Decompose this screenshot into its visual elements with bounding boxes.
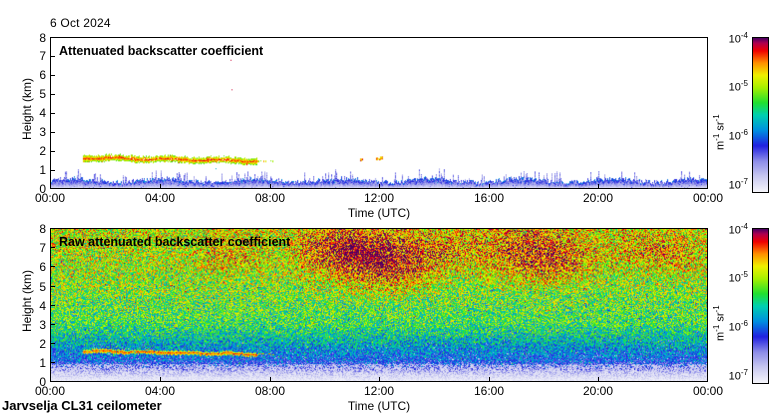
panel1-xtick-1200: 12:00 xyxy=(363,191,395,205)
panel1-colorbar-unit: m-1 sr-1 xyxy=(712,114,727,150)
panel1-title: Attenuated backscatter coefficient xyxy=(59,44,264,58)
panel1-ytick-0: 0 xyxy=(39,182,46,196)
panel2-xtick-0400: 04:00 xyxy=(144,384,176,398)
panel2-xtick-1200: 12:00 xyxy=(363,384,395,398)
panel2-ytick-4: 4 xyxy=(39,299,46,313)
station-label: Jarvselja CL31 ceilometer xyxy=(2,398,162,413)
panel1-xtick-0000a: 00:00 xyxy=(34,191,66,205)
panel1-ytick-7: 7 xyxy=(39,49,46,63)
panel2-colorbar xyxy=(752,228,769,384)
panel2-ytick-2: 2 xyxy=(39,337,46,351)
panel-attenuated-backscatter: Attenuated backscatter coefficient xyxy=(50,37,708,189)
panel2-cbtick-3: 10-7 xyxy=(728,368,748,383)
date-label: 6 Oct 2024 xyxy=(50,16,111,30)
panel2-ytick-8: 8 xyxy=(39,222,46,236)
panel1-cbtick-3: 10-7 xyxy=(728,177,748,192)
panel1-xtick-2000: 20:00 xyxy=(582,191,614,205)
panel1-colorbar xyxy=(752,37,769,193)
panel2-xtick-2000: 20:00 xyxy=(582,384,614,398)
panel2-ytick-0: 0 xyxy=(39,375,46,389)
panel2-cbtick-2: 10-6 xyxy=(728,319,748,334)
panel1-xtick-0000b: 00:00 xyxy=(692,191,724,205)
panel1-ytick-8: 8 xyxy=(39,31,46,45)
panel1-xtick-0400: 04:00 xyxy=(144,191,176,205)
panel2-xtick-1600: 16:00 xyxy=(473,384,505,398)
panel2-xtick-0800: 08:00 xyxy=(254,384,286,398)
panel1-cbtick-0: 10-4 xyxy=(728,31,748,46)
panel1-x-axis-title: Time (UTC) xyxy=(347,206,411,220)
panel2-ytick-3: 3 xyxy=(39,318,46,332)
panel1-ytick-6: 6 xyxy=(39,68,46,82)
panel1-xtick-1600: 16:00 xyxy=(473,191,505,205)
attenuated-backscatter-heatmap xyxy=(51,38,707,188)
panel2-cbtick-0: 10-4 xyxy=(728,222,748,237)
panel1-cbtick-1: 10-5 xyxy=(728,79,748,94)
panel2-title: Raw attenuated backscatter coefficient xyxy=(59,235,291,249)
panel1-ytick-2: 2 xyxy=(39,144,46,158)
panel1-ytick-5: 5 xyxy=(39,87,46,101)
raw-attenuated-backscatter-heatmap xyxy=(51,229,707,381)
panel2-ytick-1: 1 xyxy=(39,356,46,370)
panel1-ytick-4: 4 xyxy=(39,106,46,120)
panel1-cbtick-2: 10-6 xyxy=(728,128,748,143)
panel2-xtick-0000b: 00:00 xyxy=(692,384,724,398)
panel2-ytick-5: 5 xyxy=(39,280,46,294)
panel1-xtick-0800: 08:00 xyxy=(254,191,286,205)
panel2-ytick-6: 6 xyxy=(39,260,46,274)
panel2-colorbar-unit: m-1 sr-1 xyxy=(712,305,727,341)
panel-raw-attenuated-backscatter: Raw attenuated backscatter coefficient xyxy=(50,228,708,382)
panel1-ytick-1: 1 xyxy=(39,163,46,177)
panel1-ytick-3: 3 xyxy=(39,125,46,139)
panel2-xtick-0000a: 00:00 xyxy=(34,384,66,398)
panel2-x-axis-title: Time (UTC) xyxy=(347,399,411,413)
panel2-cbtick-1: 10-5 xyxy=(728,270,748,285)
panel2-ytick-7: 7 xyxy=(39,241,46,255)
